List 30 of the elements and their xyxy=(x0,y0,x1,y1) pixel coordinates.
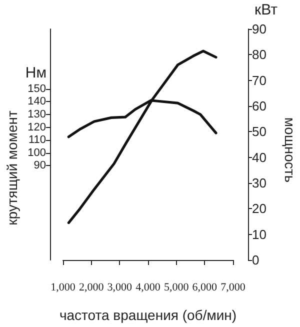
y2-axis-title: мощность xyxy=(282,117,298,183)
y2-tick-label: 70 xyxy=(252,72,266,88)
y2-tick-label: 40 xyxy=(252,150,266,165)
y-tick-label: 130 xyxy=(28,108,46,121)
line-series xyxy=(67,50,218,224)
x-tick-label: 5,000 xyxy=(164,282,190,294)
x-tick-label: 2,000 xyxy=(78,282,104,294)
y2-tick-label: 0 xyxy=(252,252,260,268)
text: Нм xyxy=(25,64,47,82)
x-tick-label: 7,000 xyxy=(220,282,246,294)
y-tick-label: 150 xyxy=(28,82,46,95)
y-tick-label: 100 xyxy=(28,146,46,159)
x-axis-title: частота вращения (об/мин) xyxy=(59,307,237,323)
y-tick-label: 90 xyxy=(34,160,46,172)
x-tick-label: 3,000 xyxy=(107,282,133,294)
y-tick-label: 120 xyxy=(28,121,46,134)
y-tick-label: 110 xyxy=(28,134,46,146)
text: кВт xyxy=(254,2,278,18)
y-axis-title: крутящий момент xyxy=(4,110,20,226)
y2-tick-label: 50 xyxy=(252,124,266,140)
y2-tick-label: 30 xyxy=(252,176,266,190)
y2-tick-label: 90 xyxy=(252,22,266,36)
y2-tick-label: 20 xyxy=(252,201,266,216)
y-tick-label: 140 xyxy=(28,96,46,108)
y2-tick-label: 60 xyxy=(252,98,266,114)
y2-tick-label: 10 xyxy=(252,226,266,242)
x-tick-label: 4,000 xyxy=(136,282,161,294)
x-tick-label: 6,000 xyxy=(192,282,218,294)
x-tick-label: 1,000 xyxy=(50,282,76,294)
y2-tick-label: 80 xyxy=(252,47,266,62)
